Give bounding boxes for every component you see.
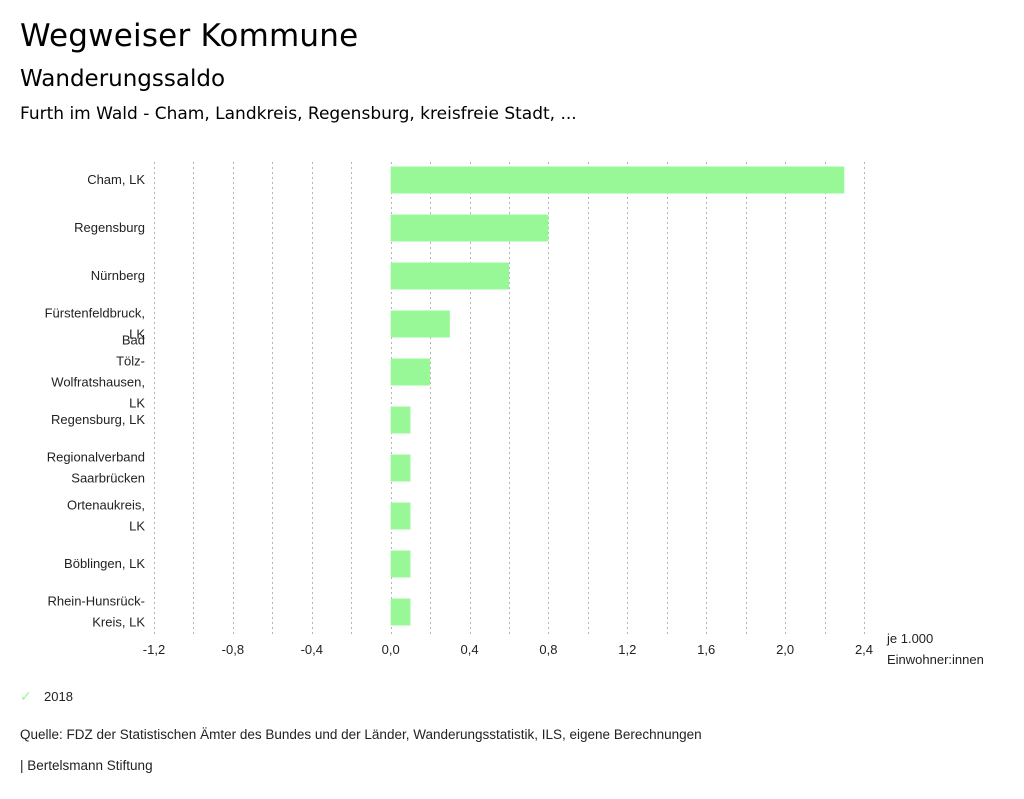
x-tick-label: 2,4 (855, 642, 873, 657)
x-tick-label: 0,8 (539, 642, 557, 657)
brand-note: | Bertelsmann Stiftung (20, 758, 153, 773)
category-label: Bad Tölz- Wolfratshausen, LK (51, 333, 145, 411)
region-selection: Furth im Wald - Cham, Landkreis, Regensb… (20, 104, 577, 124)
category-labels: Cham, LK Regensburg Nürnberg Fürstenfeldbru… (45, 172, 146, 630)
x-tick-label: 1,2 (618, 642, 636, 657)
category-label-line: Kreis, LK (92, 615, 145, 630)
category-label-line: Regensburg (74, 220, 145, 235)
bar[interactable] (390, 550, 411, 578)
category-label-line: Saarbrücken (71, 471, 145, 486)
legend-label: 2018 (44, 689, 73, 704)
category-label-line: LK (129, 396, 145, 411)
category-label: Fürstenfeldbruck, LK (45, 306, 146, 342)
category-label: Regensburg (74, 220, 145, 235)
category-label: Cham, LK (87, 172, 145, 187)
bar[interactable] (390, 310, 450, 338)
x-tick-labels: -1,2 -0,8 -0,4 0,0 0,4 0,8 1,2 1,6 2,0 2,4 (143, 642, 873, 657)
x-axis-label: je 1.000 Einwohner:innen (886, 631, 984, 667)
bar[interactable] (390, 454, 411, 482)
category-label-line: Rhein-Hunsrück- (47, 594, 145, 609)
legend-item-2018[interactable]: ✓ 2018 (20, 688, 73, 705)
category-label-line: Ortenaukreis, (67, 498, 145, 513)
bar[interactable] (390, 262, 509, 290)
category-label-line: LK (129, 519, 145, 534)
category-label: Böblingen, LK (64, 556, 145, 571)
x-tick-label: 2,0 (776, 642, 794, 657)
source-note: Quelle: FDZ der Statistischen Ämter des … (20, 727, 702, 742)
x-tick-label: -1,2 (143, 642, 165, 657)
category-label: Rhein-Hunsrück- Kreis, LK (47, 594, 145, 630)
bar[interactable] (390, 598, 411, 626)
page-title: Wegweiser Kommune (20, 18, 359, 54)
category-label: Regensburg, LK (51, 412, 145, 427)
bars (390, 166, 845, 626)
category-label-line: Tölz- (116, 354, 145, 369)
x-tick-label: -0,8 (222, 642, 244, 657)
category-label-line: Wolfratshausen, (51, 375, 145, 390)
chart-subtitle: Wanderungssaldo (20, 66, 226, 92)
bar[interactable] (390, 166, 845, 194)
x-tick-label: 1,6 (697, 642, 715, 657)
grid-lines (154, 162, 865, 636)
category-label-line: Böblingen, LK (64, 556, 145, 571)
bar[interactable] (390, 502, 411, 530)
category-label-line: Regensburg, LK (51, 412, 145, 427)
category-label-line: Bad (122, 333, 145, 348)
bar-chart: Cham, LK Regensburg Nürnberg Fürstenfeldbru… (45, 162, 984, 667)
x-tick-label: 0,4 (461, 642, 479, 657)
category-label-line: LK (129, 327, 145, 342)
category-label-line: Regionalverband (47, 450, 145, 465)
category-label: Regionalverband Saarbrücken (47, 450, 145, 486)
category-label: Nürnberg (91, 268, 145, 283)
category-label-line: Nürnberg (91, 268, 145, 283)
category-label: Ortenaukreis, LK (67, 498, 145, 534)
category-label-line: Fürstenfeldbruck, (45, 306, 145, 321)
bar[interactable] (390, 214, 549, 242)
bar[interactable] (390, 358, 431, 386)
x-tick-label: -0,4 (301, 642, 323, 657)
x-tick-label: 0,0 (382, 642, 400, 657)
x-axis-unit-label: je 1.000 Einwohner:innen (886, 631, 984, 667)
bar[interactable] (390, 406, 411, 434)
category-label-line: Cham, LK (87, 172, 145, 187)
check-icon: ✓ (20, 688, 32, 704)
